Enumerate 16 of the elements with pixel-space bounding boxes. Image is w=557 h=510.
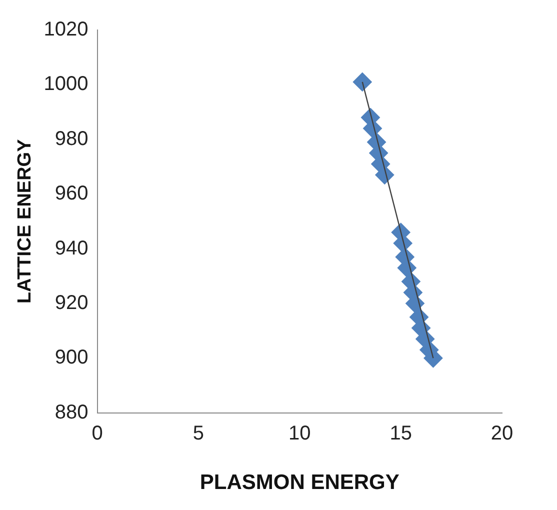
y-tick-label: 940 bbox=[54, 237, 88, 260]
y-axis-title: LATTICE ENERGY bbox=[14, 138, 36, 304]
y-tick-label: 960 bbox=[54, 182, 88, 205]
y-tick-label: 900 bbox=[54, 346, 88, 369]
x-tick-label: 10 bbox=[288, 422, 311, 444]
x-tick-label: 0 bbox=[92, 422, 103, 444]
point bbox=[352, 72, 372, 92]
x-tick-label: 15 bbox=[390, 422, 412, 444]
y-tick-label: 1020 bbox=[44, 18, 88, 41]
x-tick-label: 20 bbox=[490, 422, 514, 444]
y-tick-label: 920 bbox=[54, 292, 88, 314]
y-tick-label: 1000 bbox=[44, 73, 88, 96]
y-tick-label: 980 bbox=[54, 128, 88, 150]
x-axis-title: PLASMON ENERGY bbox=[200, 471, 400, 494]
x-tick-label: 5 bbox=[192, 422, 204, 444]
y-tick-label: 880 bbox=[54, 401, 88, 424]
